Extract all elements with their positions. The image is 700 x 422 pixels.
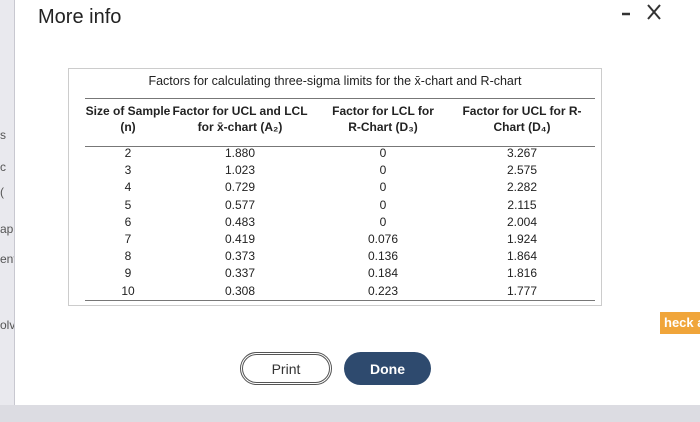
table-cell: 0	[379, 163, 387, 178]
table-cell: 2.575	[506, 163, 538, 178]
dialog-title: More info	[38, 6, 122, 28]
table-cell: 5	[124, 197, 132, 212]
taskbar	[0, 405, 700, 422]
table-cell: 0	[379, 214, 387, 229]
column-header: Factor for UCL for R-Chart (D₄)	[462, 104, 582, 134]
background-strip: s c ( ap ent olv	[0, 0, 15, 422]
table-cell: 9	[124, 266, 132, 281]
column-header: Size of Sample (n)	[85, 104, 171, 134]
table-cell: 0.577	[224, 197, 256, 212]
column-header: Factor for UCL and LCL for x̄-chart (A₂)	[172, 104, 308, 134]
table-cell: 4	[124, 180, 132, 195]
table-cell: 1.023	[224, 163, 256, 178]
window-controls[interactable]	[618, 2, 668, 24]
table-cell: 0.729	[224, 180, 256, 195]
table-cell: 0.419	[224, 232, 256, 246]
rule	[85, 300, 595, 301]
table-cell: 0.483	[224, 214, 256, 229]
table-cell: 2	[124, 146, 132, 160]
print-button[interactable]: Print	[240, 352, 332, 385]
background-text: olv	[0, 318, 15, 332]
table-cell: 0	[379, 180, 387, 195]
check-answer-button[interactable]: heck a	[660, 312, 700, 334]
rule	[85, 98, 595, 99]
table-cell: 1.880	[224, 146, 256, 160]
background-text: ap	[0, 222, 14, 236]
done-button[interactable]: Done	[344, 352, 431, 385]
table-cell: 3	[124, 163, 132, 178]
background-text: ent	[0, 252, 14, 266]
rule	[85, 146, 595, 147]
table-cell: 0.184	[367, 266, 399, 281]
table-cell: 1.924	[506, 232, 538, 246]
table-cell: 0	[379, 197, 387, 212]
table-cell: 0.076	[367, 232, 399, 246]
table-cell: 6	[124, 214, 132, 229]
table-cell: 2.004	[506, 214, 538, 229]
background-text: (	[0, 185, 4, 199]
table-cell: 2.282	[506, 180, 538, 195]
table-cell: 0.136	[367, 249, 399, 264]
table-cell: 0.223	[367, 283, 399, 298]
table-cell: 0	[379, 146, 387, 160]
table-cell: 1.816	[506, 266, 538, 281]
table-cell: 8	[124, 249, 132, 264]
table-cell: 2.115	[507, 197, 537, 212]
table-cell: 10	[121, 283, 135, 298]
table-cell: 3.267	[506, 146, 538, 160]
background-text: s	[0, 128, 6, 142]
column-header: Factor for LCL for R-Chart (D₃)	[332, 104, 434, 134]
table-cell: 1.777	[506, 283, 538, 298]
background-text: c	[0, 160, 6, 174]
table-caption: Factors for calculating three-sigma limi…	[148, 74, 522, 88]
table-cell: 0.308	[224, 283, 256, 298]
table-cell: 0.373	[224, 249, 256, 264]
table-frame	[68, 68, 602, 306]
table-cell: 7	[124, 232, 132, 246]
table-cell: 0.337	[224, 266, 256, 281]
table-cell: 1.864	[506, 249, 538, 264]
